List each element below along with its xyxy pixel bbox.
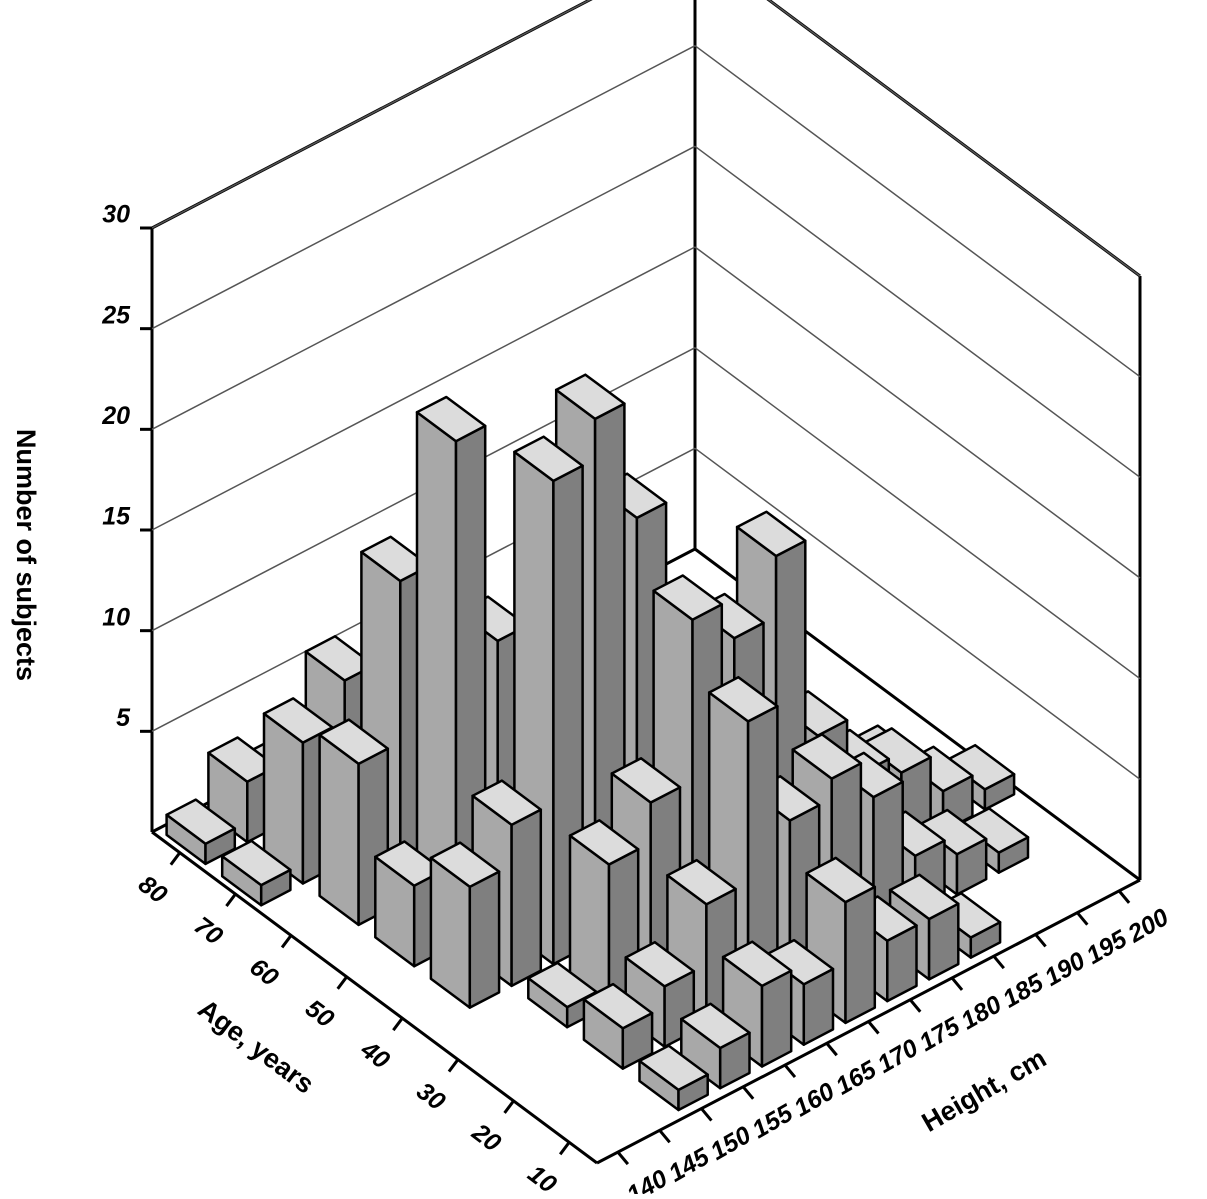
height-tick bbox=[825, 1042, 838, 1057]
bar-top bbox=[429, 841, 501, 889]
bar-front bbox=[468, 870, 501, 1009]
bar-top bbox=[318, 718, 390, 766]
z-tick-label: 5 bbox=[116, 704, 131, 732]
age-tick bbox=[225, 893, 237, 907]
grid-line bbox=[694, 145, 1141, 478]
height-tick bbox=[992, 955, 1005, 970]
height-tick bbox=[909, 998, 922, 1013]
age-axis-title: Age, years bbox=[193, 993, 320, 1099]
wall-edge bbox=[766, 0, 1141, 278]
bar-top bbox=[888, 873, 960, 921]
grid-line bbox=[151, 45, 696, 330]
bar-top bbox=[652, 574, 724, 621]
z-tick-label: 25 bbox=[101, 301, 131, 329]
height-tick-label: 175 bbox=[915, 1011, 966, 1057]
age-tick bbox=[392, 1017, 404, 1032]
bar-top bbox=[735, 510, 807, 558]
bar-top bbox=[582, 982, 654, 1030]
bar-top bbox=[568, 819, 640, 866]
bar-top bbox=[415, 395, 487, 443]
bar-front bbox=[510, 808, 543, 988]
bar-front bbox=[760, 969, 793, 1068]
height-tick bbox=[742, 1085, 755, 1100]
height-tick-label: 200 bbox=[1122, 903, 1173, 949]
bar-top bbox=[666, 858, 737, 906]
floor-edge bbox=[151, 830, 598, 1165]
bar-top bbox=[707, 675, 779, 723]
grid-line bbox=[767, 0, 1141, 277]
age-tick-label: 70 bbox=[189, 911, 228, 950]
age-tick-label: 40 bbox=[355, 1035, 395, 1075]
age-tick-label: 50 bbox=[300, 994, 339, 1033]
grid-line bbox=[151, 0, 592, 229]
bar-top bbox=[513, 435, 584, 483]
z-tick-label: 10 bbox=[102, 603, 130, 631]
bar-front bbox=[844, 885, 877, 1025]
age-tick bbox=[558, 1141, 571, 1156]
age-tick bbox=[503, 1100, 515, 1114]
height-tick-label: 165 bbox=[831, 1055, 882, 1101]
height-tick bbox=[616, 1151, 630, 1166]
height-tick bbox=[658, 1129, 671, 1144]
grid-line bbox=[151, 145, 696, 430]
bar-top bbox=[805, 856, 877, 904]
height-tick-label: 190 bbox=[1040, 947, 1090, 992]
height-tick-label: 140 bbox=[622, 1164, 672, 1194]
height-tick-label: 170 bbox=[873, 1034, 923, 1079]
age-tick bbox=[280, 934, 293, 949]
height-tick bbox=[700, 1107, 713, 1122]
height-tick-label: 160 bbox=[789, 1077, 839, 1122]
height-tick-label: 180 bbox=[956, 990, 1006, 1035]
z-tick-label: 15 bbox=[102, 503, 131, 531]
bar-top bbox=[624, 940, 696, 988]
bar-top bbox=[471, 779, 543, 827]
height-tick bbox=[1117, 889, 1131, 904]
bar-side bbox=[318, 733, 360, 927]
age-tick-label: 20 bbox=[466, 1118, 506, 1158]
wall-edge bbox=[151, 0, 593, 230]
bar-top bbox=[791, 733, 863, 780]
bar-top bbox=[680, 1002, 751, 1050]
height-tick-label: 150 bbox=[706, 1121, 756, 1166]
bar-top bbox=[638, 1044, 709, 1092]
age-tick bbox=[169, 851, 182, 866]
height-tick-label: 155 bbox=[747, 1099, 798, 1145]
height-tick-label: 195 bbox=[1082, 924, 1133, 970]
grid-line bbox=[151, 246, 696, 531]
z-tick-label: 20 bbox=[101, 402, 130, 430]
grid-line bbox=[694, 246, 1141, 579]
grid-line bbox=[694, 447, 1141, 780]
age-tick-label: 60 bbox=[244, 953, 283, 992]
height-tick bbox=[783, 1064, 797, 1078]
age-tick-label: 30 bbox=[411, 1077, 450, 1116]
bar-top bbox=[721, 940, 793, 988]
height-tick bbox=[1034, 933, 1047, 948]
y-axis-title: Number of subjects bbox=[11, 429, 41, 681]
grid-line bbox=[694, 347, 1141, 680]
bar-top bbox=[165, 798, 237, 846]
age-tick-label: 10 bbox=[522, 1160, 561, 1194]
bar-top bbox=[610, 757, 682, 804]
height-tick-label: 145 bbox=[664, 1142, 715, 1188]
z-tick-label: 30 bbox=[102, 201, 130, 229]
height-axis-title: Height, cm bbox=[917, 1043, 1052, 1138]
bar-top bbox=[220, 839, 292, 887]
age-tick-label: 80 bbox=[133, 870, 172, 909]
height-tick bbox=[950, 977, 964, 991]
bar-top bbox=[554, 373, 626, 421]
grid-line bbox=[694, 45, 1141, 378]
height-tick-label: 185 bbox=[998, 968, 1049, 1014]
height-tick bbox=[867, 1020, 880, 1035]
height-tick bbox=[1076, 911, 1089, 926]
age-tick bbox=[447, 1058, 460, 1073]
age-tick bbox=[336, 975, 348, 990]
